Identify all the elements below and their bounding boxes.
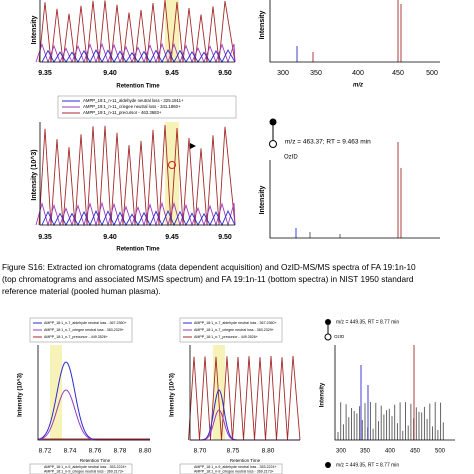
arrow — [190, 143, 196, 149]
annotation: m/z = 463.37; RT = 9.463 min — [285, 139, 371, 146]
tick-label: 500 — [435, 449, 446, 455]
marker — [168, 161, 176, 169]
trace-group — [35, 0, 236, 64]
y-label: Intensity — [320, 382, 326, 407]
tick-label: 450 — [392, 70, 404, 77]
annotation: m/z = 449.35, RT = 8.77 min — [336, 462, 399, 468]
x-label: Retention Time — [116, 247, 160, 253]
legend-box — [179, 317, 283, 343]
tick-label: 8.80 — [139, 448, 152, 455]
y-label: Intensity (10^3) — [30, 149, 38, 200]
caption-line: reference material (pooled human plasma)… — [2, 286, 161, 296]
trace — [188, 355, 301, 441]
legend-entry: AMPP_18:1_n-7_criegee neutral loss - 383… — [194, 328, 274, 332]
x-label: Retention Time — [116, 84, 160, 90]
legend-entry: AMPP_18:1_n-7_precursor - 449.3526+ — [44, 335, 108, 339]
icon — [325, 319, 331, 325]
axis — [39, 0, 235, 63]
tick-label: 350 — [310, 70, 322, 77]
y-label: Intensity — [259, 11, 266, 40]
trace-group — [296, 0, 402, 62]
tick-label: 9.45 — [165, 234, 179, 241]
tick-label: 8.72 — [39, 448, 52, 455]
tick-label: 300 — [277, 70, 289, 77]
tick-label: 9.50 — [218, 234, 232, 241]
axis — [269, 0, 440, 63]
trace — [35, 42, 236, 64]
legend-entry: AMPP_19:1_n-11_precursor - 463.3683+ — [83, 110, 162, 115]
y-label: Intensity (10^3) — [170, 373, 176, 417]
trace-group — [188, 355, 301, 441]
tick-label: 450 — [410, 449, 421, 455]
annotation: OzID — [334, 334, 345, 339]
trace-group — [295, 142, 402, 238]
trace-group — [337, 345, 444, 440]
x-label: m/z — [353, 83, 363, 89]
y-label: Intensity — [31, 16, 38, 45]
legend-entry: AMPP_18:1_n-7_precursor - 449.3526+ — [194, 335, 258, 339]
tick-label: 350 — [360, 449, 371, 455]
legend-entry: AMPP_18:1_n-7_aldehyde neutral loss - 36… — [194, 321, 277, 325]
legend-entry: AMPP_19:1_n-11_criegee neutral loss - 34… — [83, 104, 181, 109]
icon — [269, 140, 277, 148]
legend-entry: AMPP_19:1_n-11_aldehyde neutral loss - 3… — [83, 98, 184, 103]
caption-line: Figure S16: Extracted ion chromatograms … — [2, 262, 416, 272]
axis — [37, 345, 150, 441]
caption-line: (top chromatograms and associated MS/MS … — [2, 274, 414, 284]
tick-label: 9.40 — [103, 70, 117, 77]
legend-box — [29, 317, 133, 343]
axis — [269, 160, 440, 239]
tick-label: 8.74 — [64, 448, 77, 455]
icon — [324, 333, 332, 341]
tick-label: 500 — [426, 70, 438, 77]
icon — [269, 118, 277, 126]
axis — [334, 345, 455, 441]
tick-label: 9.40 — [103, 234, 117, 241]
legend-box — [179, 463, 283, 474]
y-label: Intensity — [259, 186, 266, 215]
x-label: Retention Time — [230, 458, 261, 463]
legend-entry: AMPP_18:1_n-9_criegee neutral loss - 369… — [44, 469, 124, 473]
tick-label: 400 — [352, 70, 364, 77]
legend-entry: AMPP_18:1_n-9_criegee neutral loss - 369… — [194, 469, 274, 473]
tick-label: 8.78 — [114, 448, 127, 455]
legend-entry: AMPP_18:1_n-7_aldehyde neutral loss - 36… — [44, 321, 127, 325]
tick-label: 9.35 — [38, 70, 52, 77]
legend-entry: AMPP_18:1_n-7_criegee neutral loss - 383… — [44, 328, 124, 332]
annotation: m/z = 449.35, RT = 8.77 min — [336, 319, 399, 325]
trace — [35, 201, 236, 227]
tick-label: 9.50 — [218, 70, 232, 77]
tick-label: 9.35 — [38, 234, 52, 241]
tick-label: 8.76 — [89, 448, 102, 455]
legend-entry: AMPP_18:1_n-9_aldehyde neutral loss - 35… — [44, 465, 127, 469]
x-label: Retention Time — [80, 458, 111, 463]
trace-group — [35, 125, 236, 227]
legend-box — [29, 463, 133, 474]
y-label: Intensity (10^3) — [18, 373, 24, 417]
annotation: OzID — [284, 155, 298, 161]
axis — [189, 345, 300, 441]
axis — [39, 122, 235, 226]
tick-label: 8.80 — [262, 448, 275, 455]
tick-label: 9.45 — [165, 70, 179, 77]
tick-label: 400 — [385, 449, 396, 455]
legend-entry: AMPP_18:1_n-9_aldehyde neutral loss - 35… — [194, 465, 277, 469]
highlight-band — [50, 345, 62, 440]
highlight-band — [213, 345, 225, 440]
tick-label: 8.75 — [227, 448, 240, 455]
icon — [325, 462, 331, 468]
trace — [38, 0, 236, 63]
tick-label: 300 — [336, 449, 347, 455]
tick-label: 8.70 — [194, 448, 207, 455]
legend-box — [57, 95, 237, 119]
